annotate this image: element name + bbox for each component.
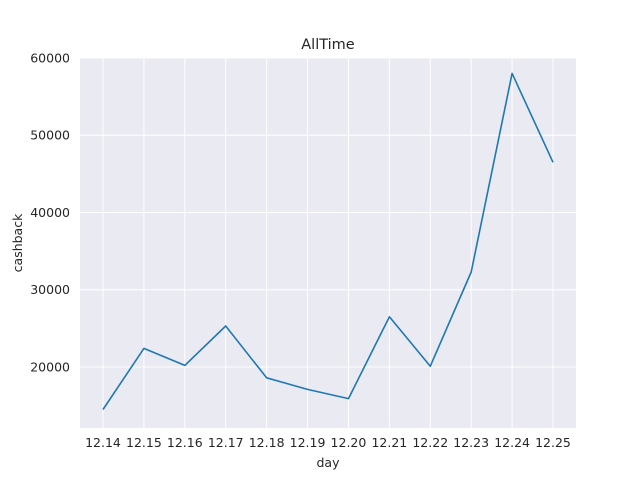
y-tick-label: 60000: [30, 51, 70, 66]
x-tick-label: 12.23: [453, 435, 489, 450]
y-axis-label: cashback: [10, 213, 25, 272]
y-tick-label: 30000: [30, 282, 70, 297]
x-tick-labels: 12.14 12.15 12.16 12.17 12.18 12.19 12.20 12.21…: [85, 435, 571, 450]
y-tick-label: 20000: [30, 359, 70, 374]
chart-title: AllTime: [301, 37, 355, 53]
x-tick-label: 12.21: [371, 435, 407, 450]
plot-background: [80, 58, 576, 428]
series-group: [102, 72, 554, 410]
y-tick-labels: 20000 30000 40000 50000 60000: [30, 51, 70, 375]
x-tick-label: 12.18: [249, 435, 285, 450]
y-tick-label: 40000: [30, 205, 70, 220]
x-axis-label: day: [317, 455, 341, 470]
x-tick-label: 12.25: [535, 435, 571, 450]
x-tick-label: 12.15: [126, 435, 162, 450]
x-tick-label: 12.17: [208, 435, 244, 450]
grid-lines: [80, 57, 576, 428]
x-tick-label: 12.16: [167, 435, 203, 450]
x-tick-label: 12.22: [412, 435, 448, 450]
y-tick-label: 50000: [30, 128, 70, 143]
x-tick-label: 12.24: [494, 435, 530, 450]
x-tick-label: 12.14: [85, 435, 121, 450]
x-tick-label: 12.20: [331, 435, 367, 450]
x-tick-label: 12.19: [290, 435, 326, 450]
series-line: [102, 72, 554, 410]
